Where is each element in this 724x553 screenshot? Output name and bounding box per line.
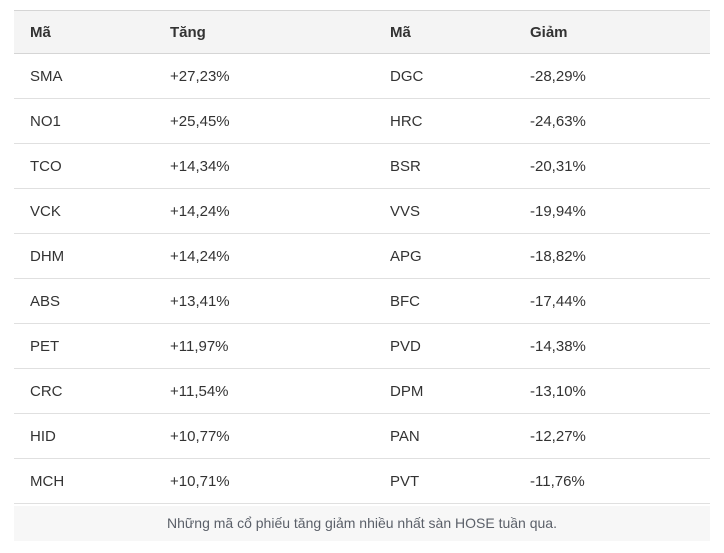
- gainer-change-cell: +11,54%: [154, 368, 374, 414]
- loser-code-cell: PAN: [374, 413, 514, 459]
- loser-code-cell: PVD: [374, 323, 514, 369]
- gainer-code-cell: CRC: [14, 368, 154, 414]
- table-row: MCH +10,71% PVT -11,76%: [14, 458, 710, 504]
- table-header: Mã Tăng Mã Giảm: [14, 10, 710, 54]
- loser-code-cell: PVT: [374, 458, 514, 504]
- table-row: PET +11,97% PVD -14,38%: [14, 323, 710, 369]
- table-row: ABS +13,41% BFC -17,44%: [14, 278, 710, 324]
- loser-code-cell: VVS: [374, 188, 514, 234]
- gainer-change-cell: +14,24%: [154, 233, 374, 279]
- table-row: HID +10,77% PAN -12,27%: [14, 413, 710, 459]
- table-row: CRC +11,54% DPM -13,10%: [14, 368, 710, 414]
- loser-change-cell: -20,31%: [514, 143, 710, 189]
- loser-change-cell: -24,63%: [514, 98, 710, 144]
- gainer-code-cell: HID: [14, 413, 154, 459]
- table-header-row: Mã Tăng Mã Giảm: [14, 10, 710, 54]
- gainer-change-cell: +25,45%: [154, 98, 374, 144]
- loser-code-cell: HRC: [374, 98, 514, 144]
- gainer-code-cell: SMA: [14, 53, 154, 99]
- gainer-code-cell: NO1: [14, 98, 154, 144]
- table-row: DHM +14,24% APG -18,82%: [14, 233, 710, 279]
- gainer-code-cell: TCO: [14, 143, 154, 189]
- header-gainer-change: Tăng: [154, 10, 374, 54]
- table-row: TCO +14,34% BSR -20,31%: [14, 143, 710, 189]
- loser-change-cell: -28,29%: [514, 53, 710, 99]
- table-body: SMA +27,23% DGC -28,29% NO1 +25,45% HRC -24,63%…: [14, 53, 710, 504]
- stock-movers-table-container: Mã Tăng Mã Giảm SMA +27,23% DGC -28,29% NO1 +…: [14, 10, 710, 541]
- table-row: NO1 +25,45% HRC -24,63%: [14, 98, 710, 144]
- loser-code-cell: DPM: [374, 368, 514, 414]
- loser-change-cell: -18,82%: [514, 233, 710, 279]
- gainer-code-cell: PET: [14, 323, 154, 369]
- gainer-change-cell: +14,24%: [154, 188, 374, 234]
- gainer-change-cell: +10,77%: [154, 413, 374, 459]
- gainer-change-cell: +14,34%: [154, 143, 374, 189]
- loser-change-cell: -17,44%: [514, 278, 710, 324]
- loser-code-cell: BSR: [374, 143, 514, 189]
- loser-change-cell: -13,10%: [514, 368, 710, 414]
- loser-code-cell: DGC: [374, 53, 514, 99]
- loser-change-cell: -12,27%: [514, 413, 710, 459]
- gainer-change-cell: +13,41%: [154, 278, 374, 324]
- gainer-code-cell: VCK: [14, 188, 154, 234]
- gainer-code-cell: DHM: [14, 233, 154, 279]
- gainer-code-cell: ABS: [14, 278, 154, 324]
- header-loser-code: Mã: [374, 10, 514, 54]
- gainer-change-cell: +27,23%: [154, 53, 374, 99]
- gainer-code-cell: MCH: [14, 458, 154, 504]
- loser-change-cell: -19,94%: [514, 188, 710, 234]
- loser-change-cell: -11,76%: [514, 458, 710, 504]
- table-row: SMA +27,23% DGC -28,29%: [14, 53, 710, 99]
- table-caption: Những mã cổ phiếu tăng giảm nhiều nhất s…: [14, 506, 710, 541]
- table-row: VCK +14,24% VVS -19,94%: [14, 188, 710, 234]
- loser-change-cell: -14,38%: [514, 323, 710, 369]
- header-gainer-code: Mã: [14, 10, 154, 54]
- loser-code-cell: APG: [374, 233, 514, 279]
- header-loser-change: Giảm: [514, 10, 710, 54]
- gainer-change-cell: +11,97%: [154, 323, 374, 369]
- gainer-change-cell: +10,71%: [154, 458, 374, 504]
- loser-code-cell: BFC: [374, 278, 514, 324]
- stock-movers-table: Mã Tăng Mã Giảm SMA +27,23% DGC -28,29% NO1 +…: [14, 10, 710, 504]
